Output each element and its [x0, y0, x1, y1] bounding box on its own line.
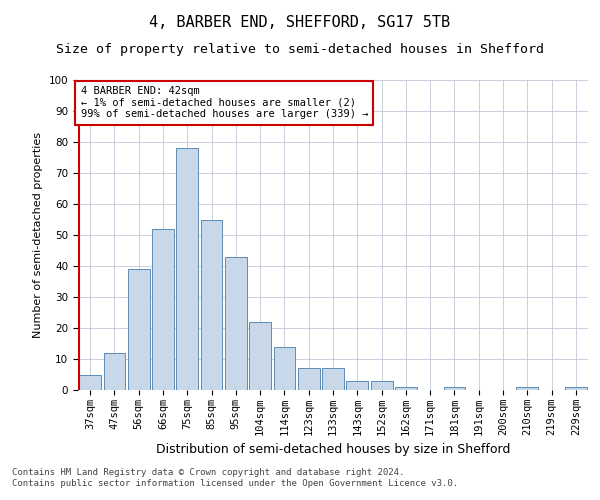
Text: 4 BARBER END: 42sqm
← 1% of semi-detached houses are smaller (2)
99% of semi-det: 4 BARBER END: 42sqm ← 1% of semi-detache…	[80, 86, 368, 120]
Bar	[371, 380, 392, 390]
Text: Size of property relative to semi-detached houses in Shefford: Size of property relative to semi-detach…	[56, 42, 544, 56]
Text: 4, BARBER END, SHEFFORD, SG17 5TB: 4, BARBER END, SHEFFORD, SG17 5TB	[149, 15, 451, 30]
X-axis label: Distribution of semi-detached houses by size in Shefford: Distribution of semi-detached houses by …	[156, 444, 510, 456]
Bar	[152, 229, 174, 390]
Bar	[128, 269, 149, 390]
Bar	[322, 368, 344, 390]
Bar	[443, 387, 466, 390]
Y-axis label: Number of semi-detached properties: Number of semi-detached properties	[33, 132, 43, 338]
Bar	[298, 368, 320, 390]
Bar	[517, 387, 538, 390]
Bar	[200, 220, 223, 390]
Bar	[395, 387, 417, 390]
Bar	[274, 346, 295, 390]
Text: Contains HM Land Registry data © Crown copyright and database right 2024.
Contai: Contains HM Land Registry data © Crown c…	[12, 468, 458, 487]
Bar	[346, 380, 368, 390]
Bar	[79, 374, 101, 390]
Bar	[225, 256, 247, 390]
Bar	[176, 148, 198, 390]
Bar	[249, 322, 271, 390]
Bar	[104, 353, 125, 390]
Bar	[565, 387, 587, 390]
